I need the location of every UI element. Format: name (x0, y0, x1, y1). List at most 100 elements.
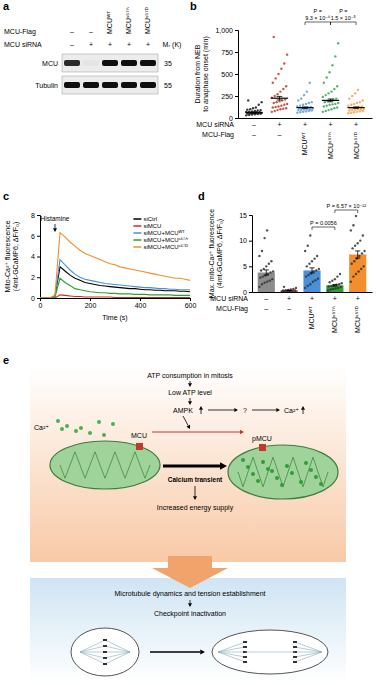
point (355, 273, 357, 275)
panel-a: MCU-Flag––MCUᵂᵀMCUˢ⁵⁷ᴬMCUˢ⁵⁷ᴰMCU siRNA–+… (4, 6, 181, 94)
tick-mark (37, 236, 40, 237)
point (339, 273, 341, 275)
tick-mark (235, 52, 238, 53)
diagram-text: pMCU (252, 435, 272, 443)
point (305, 110, 307, 112)
tick-label: 600 (185, 302, 197, 309)
arrow-shaft (183, 416, 188, 426)
tick: 15 (239, 212, 252, 219)
lane-label: + (146, 41, 150, 48)
arrow-shaft (303, 410, 304, 414)
tick-label: 1,000 (215, 27, 233, 34)
spindle (218, 652, 245, 653)
tick-label: 750 (221, 49, 233, 56)
point (333, 88, 335, 90)
point (283, 62, 285, 64)
mitochondrion (228, 445, 338, 499)
spindle (218, 652, 245, 662)
point (347, 104, 349, 106)
point (271, 278, 273, 280)
point (296, 112, 298, 114)
axis-title: to anaphase onset (min) (202, 36, 210, 112)
spindle (295, 652, 322, 662)
arrow-shaft (208, 410, 234, 411)
point (270, 260, 272, 262)
series-line (40, 267, 190, 298)
point (295, 287, 297, 289)
row-value: + (287, 295, 291, 302)
band (121, 60, 137, 66)
x-axis: 0200400600 (39, 298, 197, 309)
panel-label: a (3, 0, 10, 12)
point (268, 263, 270, 265)
tick: 8 (31, 212, 40, 219)
x-axis: ––MCUᵂᵀMCUˢ⁵⁷ᴬMCUˢ⁵⁷ᴰ (253, 292, 373, 333)
mean-line (245, 112, 262, 113)
diagram-text: Calcium transient (168, 476, 223, 483)
axis-title: Duration from NEB (194, 44, 201, 103)
axis-title: Time (s) (102, 314, 127, 322)
point (327, 109, 329, 111)
error-cap (353, 106, 359, 107)
calcium-ion (319, 482, 323, 486)
point (277, 73, 279, 75)
tick-label: – (278, 131, 282, 138)
error-cap (264, 275, 269, 276)
tick-label: MCUᵂᵀ (301, 132, 308, 155)
point (275, 101, 277, 103)
point (272, 106, 274, 108)
point (247, 99, 249, 101)
axis-line (37, 216, 41, 299)
arrow-head (188, 603, 192, 607)
legend-swatch (133, 225, 141, 227)
tick-label: 4 (31, 253, 35, 260)
point (246, 108, 248, 110)
tick: MCUˢ⁵⁷ᴬ (331, 292, 338, 333)
tick-label: 15 (239, 212, 247, 219)
chromosome (103, 645, 107, 647)
point (260, 269, 262, 271)
point (271, 111, 273, 113)
point (255, 106, 257, 108)
tick: 10 (239, 237, 252, 244)
point (273, 110, 275, 112)
tick: 4 (31, 253, 40, 260)
spindle (295, 652, 322, 653)
row-label: MCU siRNA (196, 121, 234, 128)
point (309, 108, 311, 110)
diagram-text: ? (243, 407, 247, 414)
point (286, 103, 288, 105)
channel (136, 443, 143, 450)
arrow-head (193, 496, 197, 500)
row-value: + (303, 121, 307, 128)
point (336, 106, 338, 108)
tick-label: – (252, 131, 256, 138)
spindle (218, 647, 245, 652)
point (286, 53, 288, 55)
point (362, 99, 364, 101)
axis-line (41, 299, 191, 302)
point (280, 104, 282, 106)
tick-label: 0 (39, 302, 43, 309)
chromosome (293, 641, 297, 643)
point (351, 247, 353, 249)
point (258, 286, 260, 288)
row-label: MCU siRNA (4, 41, 42, 48)
row-label: MCU-Flag (4, 28, 36, 36)
annotation: Histamine (41, 215, 70, 222)
point (303, 94, 305, 96)
tick: 5 (243, 263, 252, 270)
tick-label: 500 (221, 71, 233, 78)
point (304, 250, 306, 252)
tick-label: MCUᵂᵀ (308, 306, 315, 329)
point (324, 101, 326, 103)
point (331, 280, 333, 282)
point (302, 104, 304, 106)
point (354, 108, 356, 110)
point (261, 250, 263, 252)
point (274, 106, 276, 108)
point (333, 107, 335, 109)
tick-label: 6 (31, 232, 35, 239)
mean-line (322, 100, 339, 101)
error-cap (251, 112, 257, 113)
